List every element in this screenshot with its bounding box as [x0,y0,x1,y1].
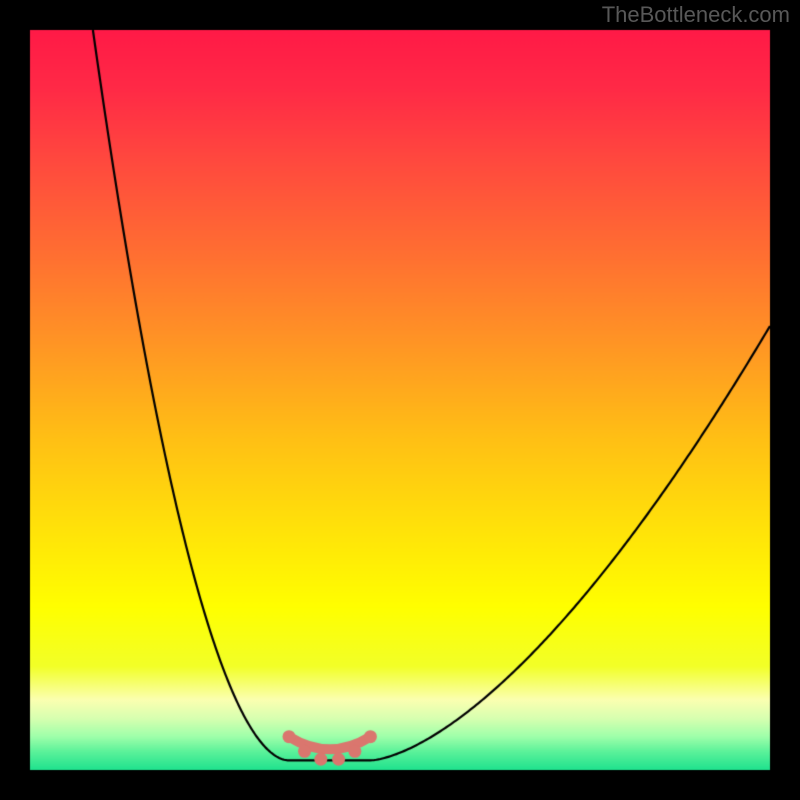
watermark-text: TheBottleneck.com [602,2,790,28]
bottleneck-chart [0,0,800,800]
